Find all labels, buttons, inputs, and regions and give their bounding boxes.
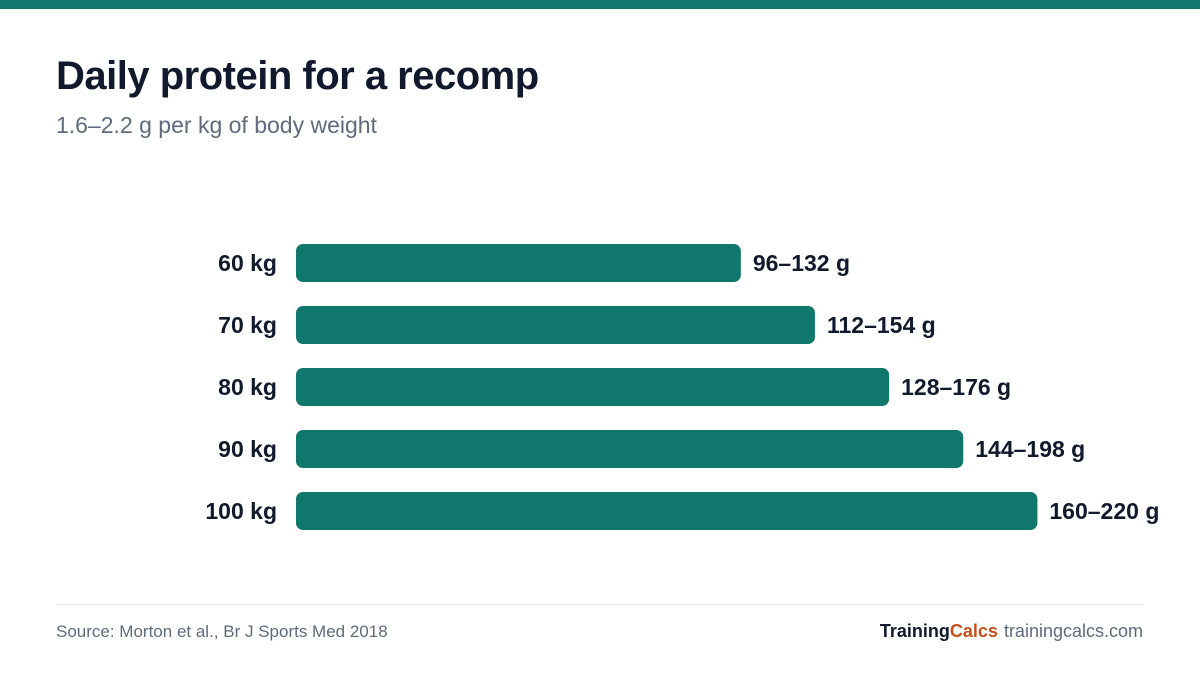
bar — [296, 368, 890, 406]
brand-logo-part2: Calcs — [949, 621, 998, 641]
category-label: 70 kg — [218, 312, 277, 338]
bars-group: 60 kg 96–132 g 70 kg 112–154 g 80 kg 128–176 … — [205, 244, 1159, 530]
bar — [296, 492, 1038, 530]
category-label: 80 kg — [218, 374, 277, 400]
chart-subtitle: 1.6–2.2 g per kg of body weight — [56, 112, 377, 138]
brand-url-link[interactable]: trainingcalcs.com — [1003, 621, 1143, 641]
brand-logo-part1: Training — [879, 621, 950, 641]
source-note: Source: Morton et al., Br J Sports Med 2… — [56, 622, 388, 641]
data-label: 128–176 g — [901, 374, 1011, 400]
data-label: 160–220 g — [1049, 498, 1159, 524]
data-label: 96–132 g — [753, 250, 850, 276]
category-label: 60 kg — [218, 250, 277, 276]
category-label: 100 kg — [205, 498, 277, 524]
category-label: 90 kg — [218, 436, 277, 462]
protein-bar-chart: 60 kg 96–132 g 70 kg 112–154 g 80 kg 128–176 … — [205, 244, 1159, 530]
bar — [296, 306, 815, 344]
bar — [296, 244, 741, 282]
data-label: 112–154 g — [827, 312, 936, 338]
top-accent-bar — [0, 0, 1200, 9]
data-label: 144–198 g — [975, 436, 1085, 462]
brand: TrainingCalcs trainingcalcs.com — [880, 621, 1143, 642]
chart-title: Daily protein for a recomp — [56, 54, 539, 98]
footer-divider — [56, 604, 1144, 605]
bar — [296, 430, 964, 468]
